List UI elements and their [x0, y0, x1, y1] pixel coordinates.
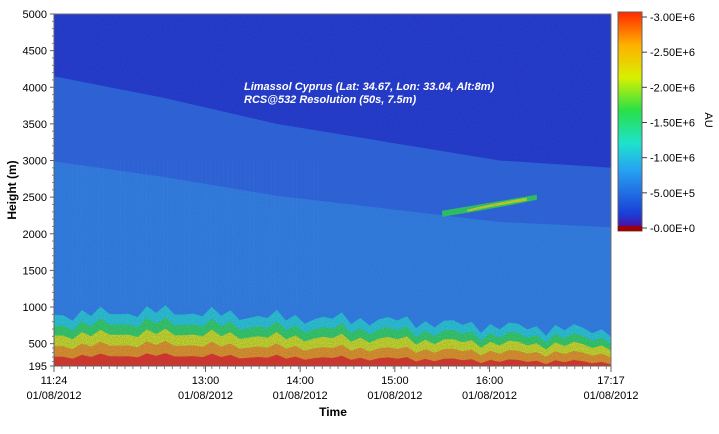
y-tick-label: 1500 — [23, 265, 47, 277]
x-tick-label-time: 13:00 — [192, 375, 220, 387]
colorbar-tick-label: -0.00E+0 — [650, 223, 695, 235]
colorbar-tick-label: -3.00E+6 — [650, 12, 695, 24]
colorbar-tick-label: -1.50E+6 — [650, 118, 695, 130]
annotation-line-2: RCS@532 Resolution (50s, 7.5m) — [244, 94, 416, 106]
y-tick-label: 3000 — [23, 156, 47, 168]
y-axis-label: Height (m) — [5, 160, 19, 219]
x-tick-label-date: 01/08/2012 — [367, 390, 422, 402]
colorbar: -3.00E+6 -2.50E+6 -2.00E+6 -1.50E+6 -1.00E+6… — [617, 11, 714, 235]
x-tick-label-date: 01/08/2012 — [26, 390, 81, 402]
colorbar-ticks: -3.00E+6 -2.50E+6 -2.00E+6 -1.50E+6 -1.00E+6… — [642, 12, 695, 235]
y-tick-label: 3500 — [23, 119, 47, 131]
y-tick-label: 1000 — [23, 302, 47, 314]
y-tick-label: 195 — [29, 361, 47, 373]
x-tick-label-time: 16:00 — [476, 375, 504, 387]
y-tick-label: 2000 — [23, 229, 47, 241]
x-tick-label-time: 11:24 — [41, 375, 68, 387]
x-tick-label-time: 14:00 — [286, 375, 314, 387]
annotation-line-1: Limassol Cyprus (Lat: 34.67, Lon: 33.04,… — [244, 81, 495, 93]
x-tick-label-date: 01/08/2012 — [462, 390, 517, 402]
x-tick-label-date: 01/08/2012 — [583, 390, 638, 402]
y-tick-label: 4500 — [23, 46, 47, 58]
colorbar-tick-label: -1.00E+6 — [650, 153, 695, 165]
x-tick-label-time: 15:00 — [381, 375, 409, 387]
y-tick-label: 4000 — [23, 82, 47, 94]
colorbar-gradient — [617, 11, 643, 232]
noise-overlay — [54, 14, 611, 366]
colorbar-label: AU — [702, 112, 714, 127]
x-tick-label-date: 01/08/2012 — [178, 390, 233, 402]
y-tick-label: 500 — [29, 339, 47, 351]
y-axis: 5000 4500 4000 3500 3000 2500 2000 1500 1000 500 1… — [23, 9, 55, 373]
y-tick-label: 5000 — [23, 9, 47, 21]
annotation: Limassol Cyprus (Lat: 34.67, Lon: 33.04,… — [244, 81, 495, 106]
x-tick-label-time: 17:17 — [597, 375, 625, 387]
plot-area — [54, 14, 611, 366]
colorbar-tick-label: -2.50E+6 — [650, 47, 695, 59]
colorbar-floor — [618, 226, 642, 231]
colorbar-tick-label: -5.00E+5 — [650, 188, 695, 200]
x-axis-label: Time — [319, 405, 347, 419]
x-axis: 11:24 01/08/2012 13:00 01/08/2012 14:00 01/08… — [26, 365, 639, 402]
y-tick-label: 2500 — [23, 192, 47, 204]
colorbar-tick-label: -2.00E+6 — [650, 82, 695, 94]
x-tick-label-date: 01/08/2012 — [273, 390, 328, 402]
